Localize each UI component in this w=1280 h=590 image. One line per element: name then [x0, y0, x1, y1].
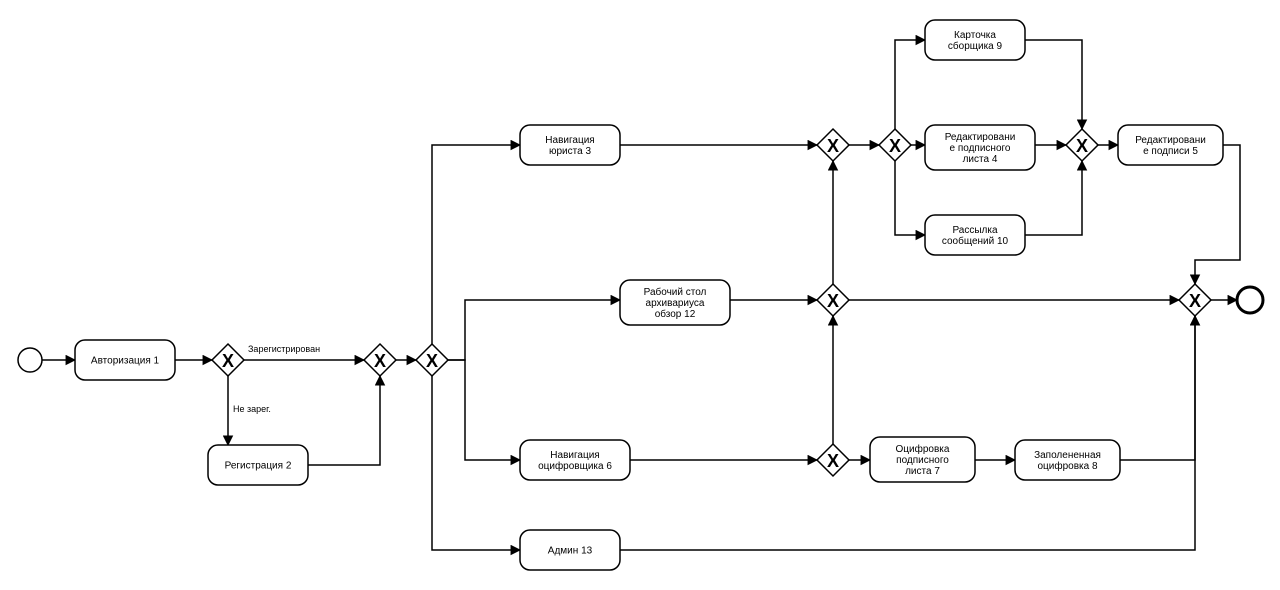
gateway-marker: X [222, 351, 234, 371]
start-event [18, 348, 42, 372]
flow-edge [308, 376, 380, 465]
flow-edge [448, 360, 520, 460]
end-event [1237, 287, 1263, 313]
task-label: сообщений 10 [942, 235, 1009, 247]
task-label: листа 4 [963, 154, 998, 165]
task-label: Авторизация 1 [91, 355, 160, 366]
edge-label: Не зарег. [233, 404, 271, 414]
task-label: Карточка [954, 30, 996, 41]
gateway-marker: X [426, 351, 438, 371]
task-label: Заполененная [1034, 450, 1101, 461]
task-label: Рабочий стол [644, 286, 707, 298]
gateway-marker: X [827, 291, 839, 311]
task-label: оцифровка 8 [1037, 460, 1097, 472]
flow-edge [448, 300, 620, 360]
task-label: Регистрация 2 [225, 460, 292, 471]
flow-edge [432, 145, 520, 344]
bpmn-diagram: Зарегистрирован Не зарег. Авторизация 1 X Р… [0, 0, 1280, 590]
gateway-marker: X [827, 451, 839, 471]
task-label: листа 7 [905, 466, 940, 477]
gateway-marker: X [374, 351, 386, 371]
flow-edge [1025, 40, 1082, 129]
task-label: Редактировани [945, 132, 1016, 143]
flow-edge [1120, 316, 1195, 460]
task-label: Навигация [545, 135, 594, 146]
task-label: Оцифровка [896, 443, 950, 455]
flow-edge [620, 316, 1195, 550]
task-label: Админ 13 [548, 545, 593, 556]
flow-edge [895, 161, 925, 235]
flow-edge [895, 40, 925, 129]
gateway-marker: X [1076, 136, 1088, 156]
gateway-marker: X [889, 136, 901, 156]
task-label: сборщика 9 [948, 40, 1003, 52]
task-label: Рассылка [952, 225, 998, 236]
task-label: юриста 3 [549, 146, 591, 157]
gateway-marker: X [1189, 291, 1201, 311]
gateway-marker: X [827, 136, 839, 156]
task-label: е подписи 5 [1143, 146, 1198, 157]
flow-edge [1195, 145, 1240, 284]
task-label: подписного [896, 455, 949, 466]
task-label: архивариуса [646, 298, 705, 309]
task-label: Навигация [550, 450, 599, 461]
task-label: оцифровщика 6 [538, 460, 612, 472]
edge-label: Зарегистрирован [248, 344, 320, 354]
flow-edge [432, 376, 520, 550]
task-label: е подписного [949, 143, 1010, 154]
task-label: Редактировани [1135, 135, 1206, 146]
flow-edge [1025, 161, 1082, 235]
task-label: обзор 12 [655, 308, 696, 320]
